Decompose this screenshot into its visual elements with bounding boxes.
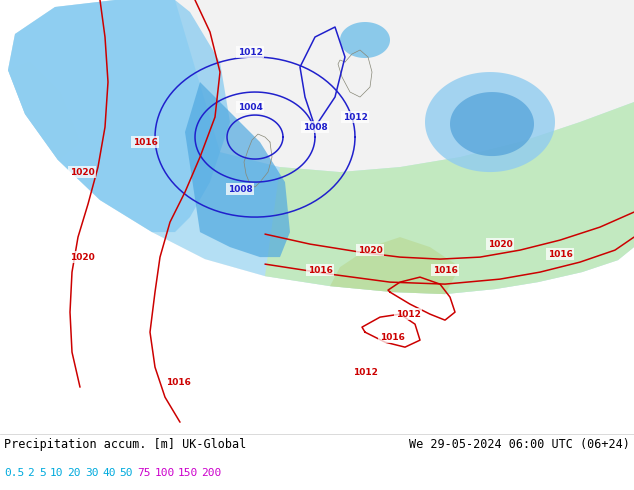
Polygon shape xyxy=(8,0,230,232)
Text: 1012: 1012 xyxy=(396,310,420,318)
Text: 2: 2 xyxy=(28,468,34,478)
Text: 1020: 1020 xyxy=(70,253,94,262)
Polygon shape xyxy=(340,22,390,58)
Text: 30: 30 xyxy=(85,468,98,478)
Text: 50: 50 xyxy=(120,468,133,478)
Text: 75: 75 xyxy=(137,468,150,478)
Text: 0.5: 0.5 xyxy=(4,468,24,478)
Text: 40: 40 xyxy=(102,468,115,478)
Text: 100: 100 xyxy=(155,468,174,478)
Text: 10: 10 xyxy=(50,468,63,478)
Polygon shape xyxy=(425,72,555,172)
Text: 1016: 1016 xyxy=(165,378,190,387)
Polygon shape xyxy=(450,92,534,156)
Text: 1008: 1008 xyxy=(302,122,327,131)
Text: 1004: 1004 xyxy=(238,102,262,112)
Text: 1020: 1020 xyxy=(70,168,94,176)
Text: 1012: 1012 xyxy=(353,368,377,377)
Polygon shape xyxy=(8,0,634,294)
Text: 150: 150 xyxy=(178,468,198,478)
Text: 1020: 1020 xyxy=(358,245,382,255)
Text: 1012: 1012 xyxy=(342,113,368,122)
Text: 1020: 1020 xyxy=(488,240,512,248)
Text: 20: 20 xyxy=(67,468,81,478)
Polygon shape xyxy=(185,82,290,257)
Text: We 29-05-2024 06:00 UTC (06+24): We 29-05-2024 06:00 UTC (06+24) xyxy=(409,438,630,451)
Text: 1016: 1016 xyxy=(432,266,458,274)
Text: 1008: 1008 xyxy=(228,185,252,194)
Text: 200: 200 xyxy=(202,468,222,478)
Polygon shape xyxy=(8,62,80,160)
Text: Precipitation accum. [m] UK-Global: Precipitation accum. [m] UK-Global xyxy=(4,438,246,451)
Polygon shape xyxy=(0,0,634,294)
Text: 1016: 1016 xyxy=(133,138,157,147)
Polygon shape xyxy=(265,102,634,294)
Text: 1016: 1016 xyxy=(548,249,573,259)
Text: 1016: 1016 xyxy=(380,333,404,342)
Text: 1016: 1016 xyxy=(307,266,332,274)
Text: 1012: 1012 xyxy=(238,48,262,56)
Text: 5: 5 xyxy=(39,468,46,478)
Polygon shape xyxy=(330,237,460,294)
